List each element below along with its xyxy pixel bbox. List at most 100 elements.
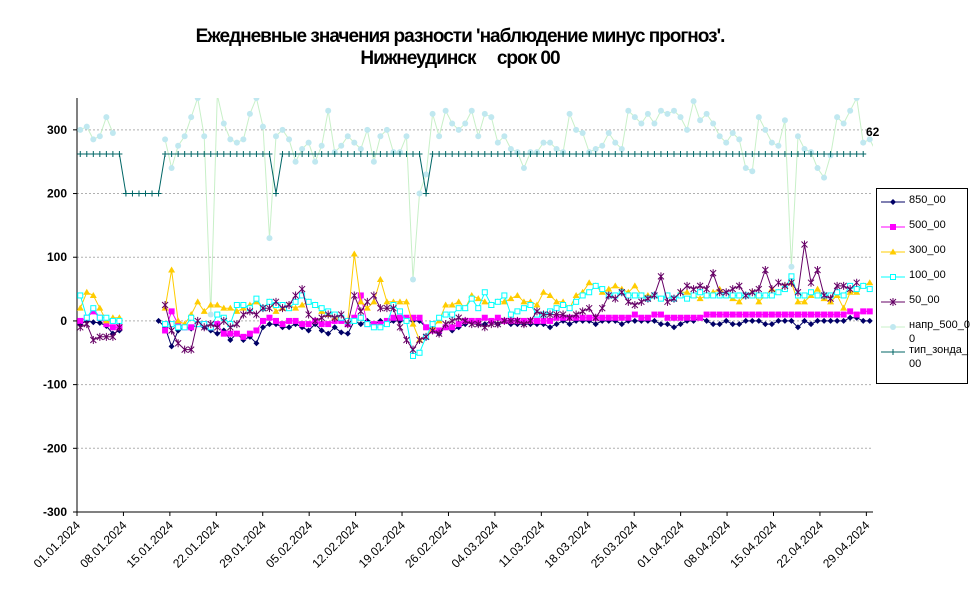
data-point bbox=[220, 120, 227, 127]
data-point bbox=[370, 151, 377, 158]
data-point bbox=[651, 317, 658, 324]
data-point bbox=[253, 327, 260, 334]
data-point bbox=[794, 311, 801, 318]
data-point bbox=[553, 321, 560, 328]
data-point bbox=[175, 142, 182, 149]
data-point bbox=[286, 317, 293, 324]
data-point bbox=[462, 151, 469, 158]
data-point bbox=[488, 151, 495, 158]
data-point bbox=[233, 151, 240, 158]
data-point bbox=[840, 151, 847, 158]
data-point bbox=[592, 145, 599, 152]
x-tick-label: 18.03.2024 bbox=[542, 518, 595, 571]
data-point bbox=[410, 151, 417, 158]
data-point bbox=[514, 316, 521, 325]
data-point bbox=[337, 310, 345, 319]
data-point bbox=[403, 133, 410, 140]
data-point bbox=[468, 295, 475, 302]
legend-label: 500_00 bbox=[909, 219, 946, 231]
data-point bbox=[357, 307, 365, 316]
data-point bbox=[612, 139, 619, 146]
legend-item: тип_зонда_00 bbox=[879, 343, 969, 371]
data-point bbox=[338, 151, 345, 158]
data-point bbox=[644, 151, 651, 158]
data-point bbox=[638, 120, 645, 127]
data-point bbox=[781, 151, 788, 158]
data-point bbox=[194, 298, 202, 305]
x-tick-label: 08.04.2024 bbox=[681, 518, 734, 571]
data-point bbox=[860, 308, 867, 315]
data-point bbox=[174, 317, 182, 324]
data-point bbox=[344, 133, 351, 140]
legend-item: 100_00 bbox=[879, 268, 969, 296]
data-point bbox=[729, 321, 736, 328]
series-50_00 bbox=[77, 240, 861, 354]
y-tick-label: 0 bbox=[60, 314, 67, 328]
data-point bbox=[781, 281, 789, 290]
data-point bbox=[312, 158, 319, 165]
data-point bbox=[227, 136, 234, 143]
data-point bbox=[821, 317, 828, 324]
data-point bbox=[90, 151, 97, 158]
data-point bbox=[429, 151, 436, 158]
data-point bbox=[363, 304, 371, 311]
data-point bbox=[860, 139, 867, 146]
data-point bbox=[814, 311, 821, 318]
data-point bbox=[755, 292, 762, 299]
data-point bbox=[834, 289, 841, 296]
data-point bbox=[475, 151, 482, 158]
data-point bbox=[742, 311, 749, 318]
data-point bbox=[638, 292, 645, 299]
data-point bbox=[697, 314, 704, 321]
data-point bbox=[566, 151, 573, 158]
data-point bbox=[214, 330, 221, 337]
data-point bbox=[501, 133, 508, 140]
data-point bbox=[768, 285, 776, 294]
data-point bbox=[325, 151, 332, 158]
data-point bbox=[96, 332, 104, 341]
data-point bbox=[800, 298, 808, 305]
data-point bbox=[318, 313, 326, 322]
data-point bbox=[240, 151, 247, 158]
end-annotation: 62 bbox=[866, 125, 880, 139]
data-point bbox=[90, 308, 97, 315]
data-point bbox=[631, 114, 638, 121]
data-point bbox=[808, 289, 815, 296]
data-point bbox=[840, 317, 847, 324]
x-tick-label: 05.02.2024 bbox=[263, 518, 316, 571]
data-point bbox=[755, 311, 762, 318]
data-point bbox=[462, 120, 469, 127]
data-point bbox=[207, 311, 214, 318]
data-point bbox=[436, 133, 443, 140]
data-point bbox=[560, 302, 567, 308]
data-point bbox=[488, 114, 495, 121]
data-point bbox=[683, 281, 691, 290]
data-point bbox=[690, 151, 697, 158]
data-point bbox=[827, 317, 834, 324]
data-point bbox=[553, 145, 560, 152]
data-point bbox=[638, 297, 645, 306]
data-point bbox=[768, 151, 775, 158]
data-point bbox=[572, 310, 580, 319]
data-point bbox=[162, 321, 169, 328]
data-point bbox=[866, 286, 873, 293]
data-point bbox=[657, 311, 664, 318]
series-500_00 bbox=[77, 292, 873, 340]
data-point bbox=[272, 297, 280, 306]
data-point bbox=[298, 285, 306, 294]
x-tick-label: 01.01.2024 bbox=[31, 518, 84, 571]
data-point bbox=[481, 314, 488, 321]
data-point bbox=[866, 279, 873, 286]
tick-labels: -300 -200 -100 0 100 200 300 01.01.202408.01.20… bbox=[31, 123, 880, 571]
axes bbox=[73, 98, 873, 516]
data-point bbox=[311, 316, 319, 325]
x-tick-label: 22.01.2024 bbox=[170, 518, 223, 571]
data-point bbox=[377, 151, 384, 158]
data-point bbox=[736, 136, 743, 143]
data-point bbox=[742, 151, 749, 158]
data-point bbox=[540, 317, 547, 324]
data-point bbox=[213, 323, 221, 332]
data-point bbox=[794, 151, 801, 158]
data-point bbox=[214, 311, 221, 318]
data-point bbox=[729, 292, 736, 299]
